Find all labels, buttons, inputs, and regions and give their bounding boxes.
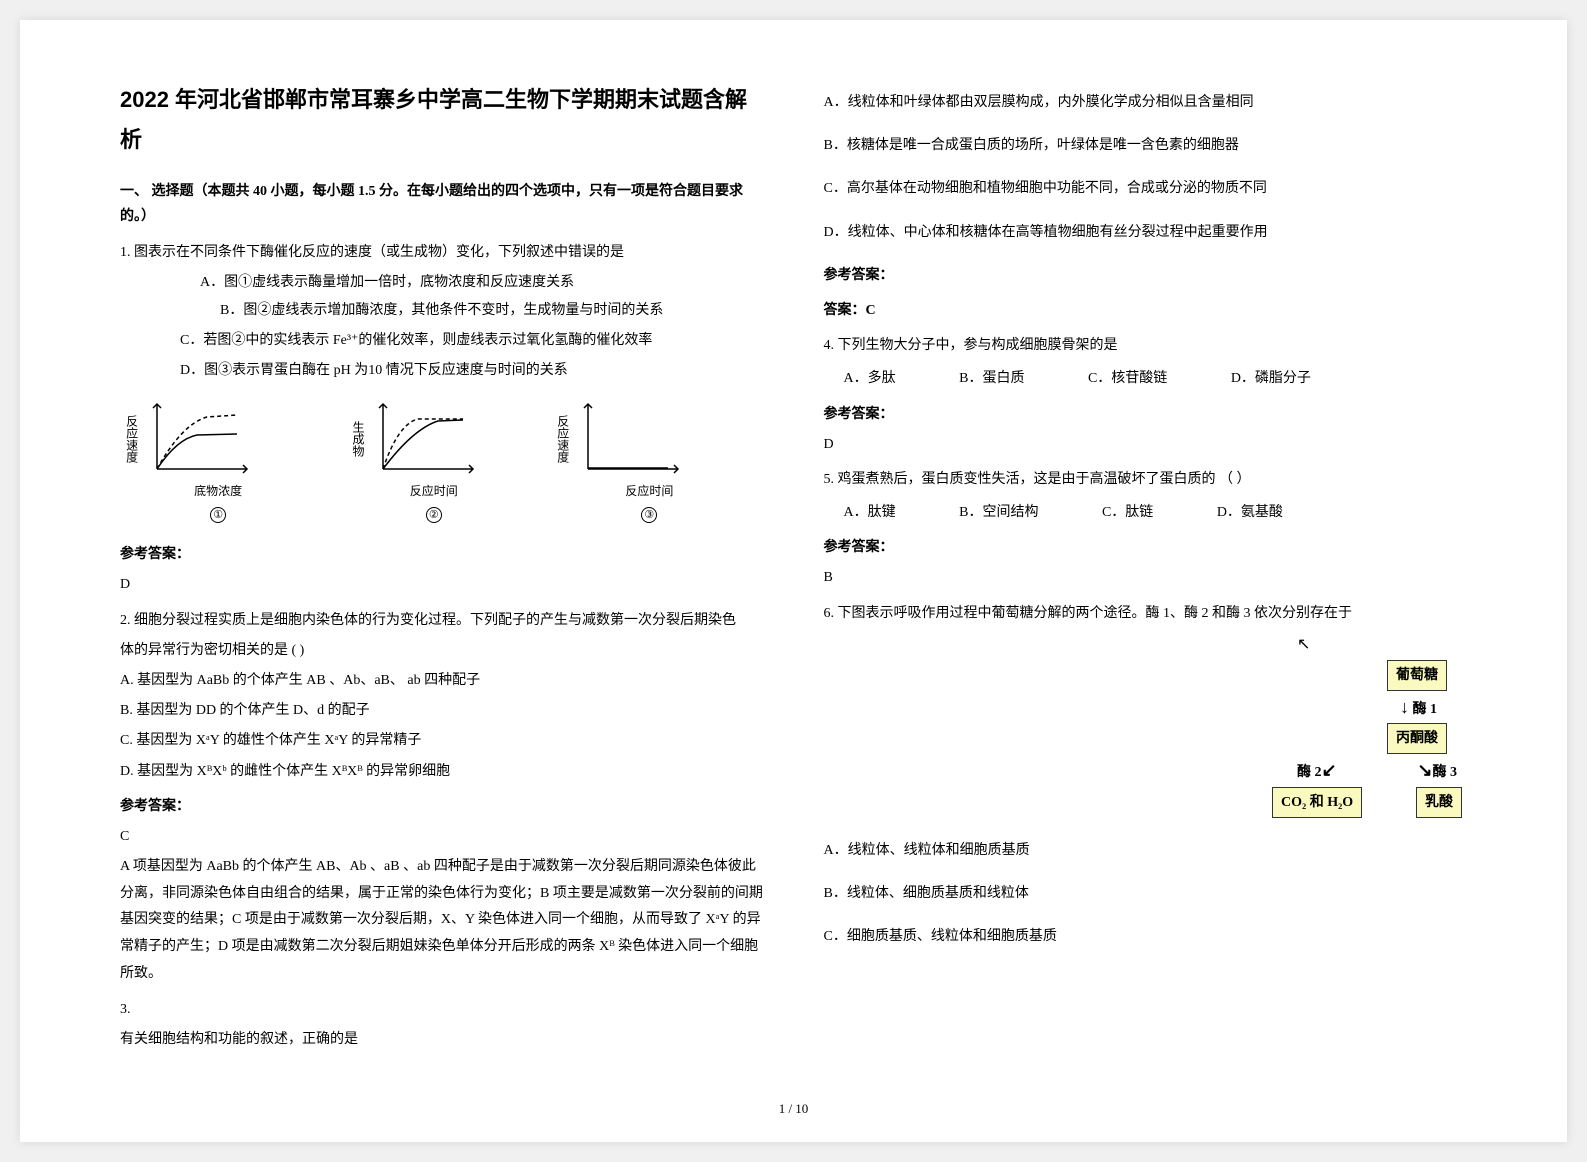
q5-option-a: A．肽键 — [844, 500, 896, 525]
q5-option-c: C．肽链 — [1102, 500, 1153, 525]
chart3-xlabel: 反应时间 — [625, 484, 673, 498]
q2-option-d: D. 基因型为 XᴮXᵇ 的雌性个体产生 XᴮXᴮ 的异常卵细胞 — [120, 759, 764, 784]
q6-stem: 6. 下图表示呼吸作用过程中葡萄糖分解的两个途径。酶 1、酶 2 和酶 3 依次… — [824, 601, 1468, 626]
q2-option-b: B. 基因型为 DD 的个体产生 D、d 的配子 — [120, 698, 764, 723]
q4-options: A．多肽 B．蛋白质 C．核苷酸链 D．磷脂分子 — [824, 366, 1468, 391]
right-column: A．线粒体和叶绿体都由双层膜构成，内外膜化学成分相似且含量相同 B．核糖体是唯一… — [824, 80, 1468, 1102]
chart-3: 反应速度 反应时间 ③ — [551, 399, 747, 528]
glucose-box: 葡萄糖 — [1387, 660, 1447, 691]
q2-answer-label: 参考答案： — [120, 794, 764, 819]
q2-option-a: A. 基因型为 AaBb 的个体产生 AB 、Ab、aB、 ab 四种配子 — [120, 668, 764, 693]
arrow-left-icon: ↙ — [1322, 760, 1337, 780]
q3-option-b: B．核糖体是唯一合成蛋白质的场所，叶绿体是唯一含色素的细胞器 — [824, 133, 1468, 158]
q5-stem: 5. 鸡蛋煮熟后，蛋白质变性失活，这是由于高温破坏了蛋白质的 （ ） — [824, 467, 1468, 492]
chart-2: 生成物 反应时间 ② — [346, 399, 521, 528]
enzyme2-label: 酶 2 — [1297, 765, 1322, 780]
chart1-xlabel: 底物浓度 — [194, 484, 242, 498]
q5-answer-label: 参考答案： — [824, 535, 1468, 560]
q6-option-c: C．细胞质基质、线粒体和细胞质基质 — [824, 924, 1468, 949]
q6-option-b: B．线粒体、细胞质基质和线粒体 — [824, 881, 1468, 906]
q2-answer: C — [120, 824, 764, 849]
q4-option-d: D．磷脂分子 — [1231, 366, 1311, 391]
question-5: 5. 鸡蛋煮熟后，蛋白质变性失活，这是由于高温破坏了蛋白质的 （ ） A．肽键 … — [824, 467, 1468, 591]
chart1-svg — [142, 399, 252, 479]
q3-option-c: C．高尔基体在动物细胞和植物细胞中功能不同，合成或分泌的物质不同 — [824, 176, 1468, 201]
question-6: 6. 下图表示呼吸作用过程中葡萄糖分解的两个途径。酶 1、酶 2 和酶 3 依次… — [824, 601, 1468, 950]
q4-answer-label: 参考答案： — [824, 402, 1468, 427]
chart-row: 反应速度 底物浓度 ① — [120, 399, 764, 528]
left-column: 2022 年河北省邯郸市常耳寨乡中学高二生物下学期期末试题含解析 一、 选择题（… — [120, 80, 764, 1102]
q5-options: A．肽键 B．空间结构 C．肽链 D．氨基酸 — [824, 500, 1468, 525]
chart2-xlabel: 反应时间 — [410, 484, 458, 498]
chart1-ylabel: 反应速度 — [120, 415, 142, 463]
q3-answer-prefix: 答案： — [824, 303, 866, 318]
q3-option-a: A．线粒体和叶绿体都由双层膜构成，内外膜化学成分相似且含量相同 — [824, 90, 1468, 115]
q4-option-a: A．多肽 — [844, 366, 896, 391]
q2-stem1: 2. 细胞分裂过程实质上是细胞内染色体的行为变化过程。下列配子的产生与减数第一次… — [120, 608, 764, 633]
q3-answer-label: 参考答案： — [824, 263, 1468, 288]
q4-stem: 4. 下列生物大分子中，参与构成细胞膜骨架的是 — [824, 333, 1468, 358]
question-2: 2. 细胞分裂过程实质上是细胞内染色体的行为变化过程。下列配子的产生与减数第一次… — [120, 608, 764, 987]
q1-option-c: C．若图②中的实线表示 Fe³⁺的催化效率，则虚线表示过氧化氢酶的催化效率 — [120, 328, 764, 353]
q1-answer: D — [120, 572, 764, 597]
q1-stem: 1. 图表示在不同条件下酶催化反应的速度（或生成物）变化，下列叙述中错误的是 — [120, 240, 764, 265]
question-3-start: 3. 有关细胞结构和功能的叙述，正确的是 — [120, 997, 764, 1052]
arrow-right-icon: ↘ — [1417, 760, 1432, 780]
q1-option-a: A．图①虚线表示酶量增加一倍时，底物浓度和反应速度关系 — [120, 270, 764, 295]
question-1: 1. 图表示在不同条件下酶催化反应的速度（或生成物）变化，下列叙述中错误的是 A… — [120, 240, 764, 598]
question-4: 4. 下列生物大分子中，参与构成细胞膜骨架的是 A．多肽 B．蛋白质 C．核苷酸… — [824, 333, 1468, 457]
chart3-num: ③ — [641, 507, 657, 523]
chart3-svg — [573, 399, 683, 479]
q3-option-d: D．线粒体、中心体和核糖体在高等植物细胞有丝分裂过程中起重要作用 — [824, 220, 1468, 245]
q2-option-c: C. 基因型为 XᵃY 的雄性个体产生 XᵃY 的异常精子 — [120, 728, 764, 753]
chart-1: 反应速度 底物浓度 ① — [120, 399, 316, 528]
q4-answer: D — [824, 432, 1468, 457]
co2h2o-box: CO₂ 和 H₂O — [1272, 787, 1362, 818]
q1-option-d: D．图③表示胃蛋白酶在 pH 为10 情况下反应速度与时间的关系 — [120, 358, 764, 383]
q6-flow-diagram: ↖ 葡萄糖 ↓ 酶 1 丙酮酸 酶 2↙ ↘酶 3 — [1267, 631, 1467, 818]
q2-explanation: A 项基因型为 AaBb 的个体产生 AB、Ab 、aB 、ab 四种配子是由于… — [120, 854, 764, 987]
q3-num: 3. — [120, 997, 764, 1022]
pyruvate-box: 丙酮酸 — [1387, 723, 1447, 754]
lactic-box: 乳酸 — [1416, 787, 1462, 818]
document-page: 2022 年河北省邯郸市常耳寨乡中学高二生物下学期期末试题含解析 一、 选择题（… — [20, 20, 1567, 1142]
q6-option-a: A．线粒体、线粒体和细胞质基质 — [824, 838, 1468, 863]
q5-option-b: B．空间结构 — [959, 500, 1038, 525]
q2-stem2: 体的异常行为密切相关的是 ( ) — [120, 638, 764, 663]
exam-title: 2022 年河北省邯郸市常耳寨乡中学高二生物下学期期末试题含解析 — [120, 80, 764, 159]
q5-answer: B — [824, 565, 1468, 590]
q1-option-b: B．图②虚线表示增加酶浓度，其他条件不变时，生成物量与时间的关系 — [120, 298, 764, 323]
q1-answer-label: 参考答案： — [120, 542, 764, 567]
q3-stem: 有关细胞结构和功能的叙述，正确的是 — [120, 1027, 764, 1052]
chart3-ylabel: 反应速度 — [551, 415, 573, 463]
q4-option-b: B．蛋白质 — [959, 366, 1024, 391]
q3-answer: 答案：C — [824, 298, 1468, 323]
chart1-num: ① — [210, 507, 226, 523]
question-3-options: A．线粒体和叶绿体都由双层膜构成，内外膜化学成分相似且含量相同 B．核糖体是唯一… — [824, 90, 1468, 323]
section-heading: 一、 选择题（本题共 40 小题，每小题 1.5 分。在每小题给出的四个选项中，… — [120, 179, 764, 229]
arrow-down-icon: ↓ — [1400, 697, 1409, 717]
chart2-num: ② — [426, 507, 442, 523]
chart2-svg — [368, 399, 478, 479]
two-column-layout: 2022 年河北省邯郸市常耳寨乡中学高二生物下学期期末试题含解析 一、 选择题（… — [120, 80, 1467, 1102]
chart2-ylabel: 生成物 — [346, 421, 368, 457]
enzyme3-label: 酶 3 — [1433, 765, 1458, 780]
page-number: 1 / 10 — [779, 1101, 809, 1117]
enzyme1-label: 酶 1 — [1413, 702, 1438, 717]
q5-option-d: D．氨基酸 — [1217, 500, 1283, 525]
q4-option-c: C．核苷酸链 — [1088, 366, 1167, 391]
cursor-icon: ↖ — [1297, 631, 1310, 660]
q3-answer-value: C — [866, 303, 876, 318]
